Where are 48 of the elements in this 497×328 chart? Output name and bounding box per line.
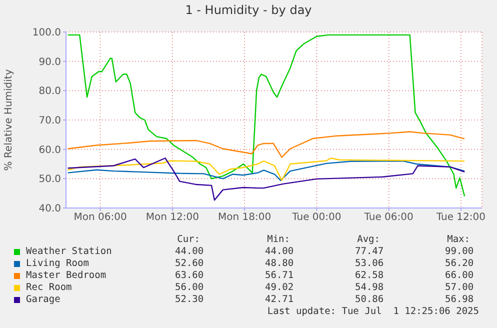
y-tick-label: 90.0 [38, 56, 61, 68]
chart-title: 1 - Humidity - by day [184, 3, 313, 17]
y-tick-label: 60.0 [38, 144, 61, 156]
legend-label: Rec Room [26, 282, 72, 293]
x-tick-label: Mon 06:00 [74, 212, 127, 224]
x-tick-label: Mon 18:00 [218, 212, 272, 224]
text: 52.30 [175, 294, 204, 305]
text: 52.60 [175, 258, 204, 269]
line-series [67, 158, 466, 201]
text: 77.47 [355, 246, 384, 257]
legend-label: Garage [26, 294, 60, 305]
text: 48.80 [265, 258, 294, 269]
text: 99.00 [445, 246, 474, 257]
y-tick-label: 100.0 [32, 28, 61, 39]
x-tick-label: Tue 12:00 [435, 212, 486, 224]
text: Max: [447, 234, 470, 245]
legend-label: Master Bedroom [26, 270, 106, 281]
text: 44.00 [265, 246, 294, 257]
text: 50.86 [355, 294, 384, 305]
text: 63.60 [175, 270, 204, 281]
y-tick-label: 50.0 [38, 174, 61, 186]
y-tick-label: 80.0 [38, 86, 61, 98]
text: Last update: Tue Jul 1 12:25:06 2025 [267, 306, 479, 317]
x-tick-label: Tue 00:00 [291, 212, 342, 224]
text: 56.71 [265, 270, 294, 281]
text: 66.00 [445, 270, 474, 281]
y-tick-label: 70.0 [38, 116, 61, 127]
text: Avg: [357, 234, 380, 245]
x-tick-label: Mon 12:00 [146, 212, 199, 224]
text: Cur: [177, 234, 200, 245]
y-tick-label: 40.0 [38, 204, 61, 215]
legend-label: Weather Station [26, 246, 112, 257]
text: 62.58 [355, 270, 384, 281]
text: 56.00 [175, 282, 204, 293]
line-series [67, 131, 466, 158]
x-tick-label: Tue 06:00 [363, 212, 414, 224]
text: Min: [267, 234, 290, 245]
text: 56.98 [445, 294, 474, 305]
text: 42.71 [265, 294, 294, 305]
text: 57.00 [445, 282, 474, 293]
text: 54.98 [355, 282, 384, 293]
text: 56.20 [445, 258, 474, 269]
text: 49.02 [265, 282, 294, 293]
line-series [67, 34, 466, 197]
y-axis-title: % Relative Humidity [4, 69, 15, 171]
legend-label: Living Room [26, 258, 89, 269]
text: 44.00 [175, 246, 204, 257]
text: 53.06 [355, 258, 384, 269]
